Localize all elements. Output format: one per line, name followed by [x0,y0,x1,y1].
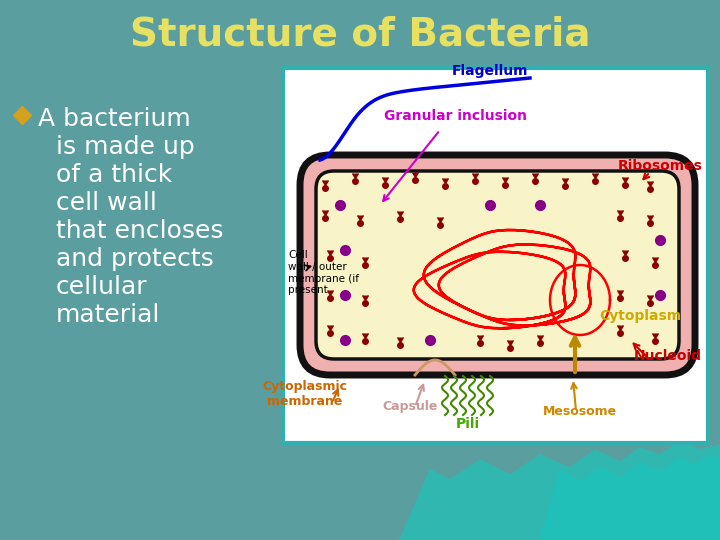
Text: Granular inclusion: Granular inclusion [384,109,526,123]
Text: Cytoplasmic
membrane: Cytoplasmic membrane [263,380,348,408]
Text: of a thick: of a thick [56,163,172,187]
Text: cell wall: cell wall [56,191,157,215]
Text: and protects: and protects [56,247,214,271]
Text: cellular: cellular [56,275,148,299]
Text: Pili: Pili [456,417,480,431]
Text: material: material [56,303,161,327]
Text: that encloses: that encloses [56,219,223,243]
Text: Flagellum: Flagellum [451,64,528,78]
Polygon shape [400,442,720,540]
Text: is made up: is made up [56,135,194,159]
Bar [283,68,708,443]
Text: Cell
wall / outer
membrane (if
present: Cell wall / outer membrane (if present [288,250,359,295]
Polygon shape [540,455,720,540]
Text: Mesosome: Mesosome [543,405,617,418]
Text: Structure of Bacteria: Structure of Bacteria [130,16,590,54]
Text: Capsule: Capsule [382,400,438,413]
Text: Cytoplasm: Cytoplasm [599,309,681,323]
FancyBboxPatch shape [316,171,679,359]
Text: Ribosomes: Ribosomes [618,159,703,173]
Text: Nucleoid: Nucleoid [634,349,702,363]
Text: A bacterium: A bacterium [38,107,191,131]
FancyBboxPatch shape [300,155,695,375]
